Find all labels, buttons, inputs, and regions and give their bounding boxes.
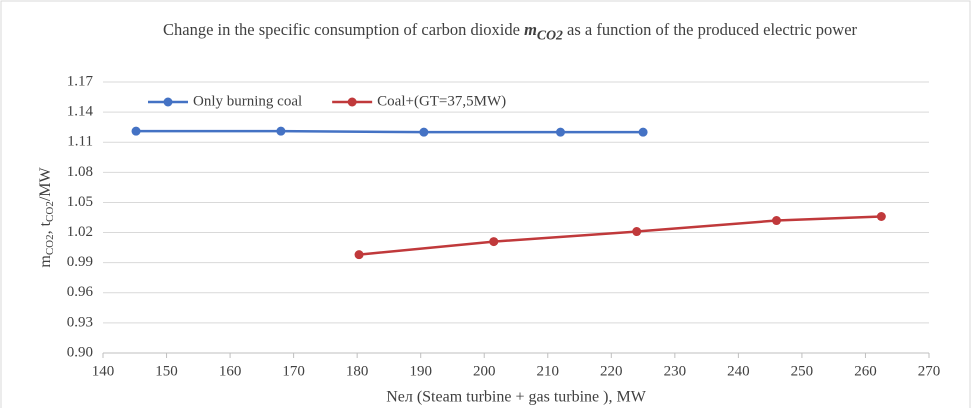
y-label-part: /MW — [37, 166, 54, 201]
x-tick-label: 260 — [854, 363, 877, 379]
y-label-part: CO2 — [44, 201, 56, 222]
x-tick-label: 200 — [473, 363, 496, 379]
x-tick-label: 220 — [600, 363, 623, 379]
data-point — [489, 237, 499, 247]
x-tick-label: 240 — [727, 363, 750, 379]
data-point — [419, 127, 429, 137]
x-tick-label: 150 — [155, 363, 178, 379]
y-tick-label: 0.90 — [67, 344, 93, 360]
x-tick-label: 250 — [791, 363, 814, 379]
x-tick-label: 170 — [282, 363, 305, 379]
data-point — [555, 127, 565, 137]
legend-marker — [163, 97, 173, 107]
data-point — [632, 227, 642, 237]
data-point — [276, 126, 286, 136]
x-tick-label: 160 — [219, 363, 242, 379]
x-tick-label: 210 — [537, 363, 560, 379]
y-tick-label: 1.17 — [67, 73, 94, 89]
title-sub: CO2 — [536, 27, 563, 43]
data-point — [876, 211, 886, 221]
data-point — [354, 250, 364, 260]
title-symbol: mCO2 — [524, 20, 563, 43]
y-tick-label: 1.05 — [67, 194, 93, 210]
data-point — [772, 216, 782, 226]
data-point — [131, 126, 141, 136]
y-tick-label: 1.08 — [67, 164, 93, 180]
legend-label: Only burning coal — [193, 93, 302, 109]
title-text: Change in the specific consumption of ca… — [162, 20, 525, 39]
legend-label: Coal+(GT=37,5MW) — [377, 93, 506, 109]
x-tick-label: 190 — [409, 363, 432, 379]
x-tick-label: 180 — [346, 363, 369, 379]
y-tick-label: 0.96 — [67, 284, 94, 300]
x-tick-label: 140 — [92, 363, 115, 379]
series-line — [136, 129, 644, 134]
y-tick-label: 0.93 — [67, 314, 93, 330]
y-tick-label: 0.99 — [67, 254, 93, 270]
y-tick-label: 1.11 — [67, 134, 93, 150]
y-label-part: m — [37, 255, 54, 268]
x-tick-label: 270 — [918, 363, 941, 379]
chart-title: Change in the specific consumption of ca… — [130, 20, 890, 45]
series-line — [358, 215, 882, 256]
y-axis-label: mCO2, tCO2/MW — [37, 166, 56, 267]
x-tick-label: 230 — [664, 363, 687, 379]
y-tick-label: 1.02 — [67, 224, 93, 240]
title-m: m — [524, 20, 537, 39]
data-point — [638, 127, 648, 137]
x-axis-label: Nел (Steam turbine + gas turbine ), MW — [386, 389, 647, 406]
legend-marker — [347, 97, 357, 107]
title-text: as a function of the produced electric p… — [562, 20, 858, 39]
y-label-part: CO2 — [44, 234, 56, 255]
y-label-part: , t — [37, 221, 54, 234]
y-tick-label: 1.14 — [67, 104, 94, 120]
